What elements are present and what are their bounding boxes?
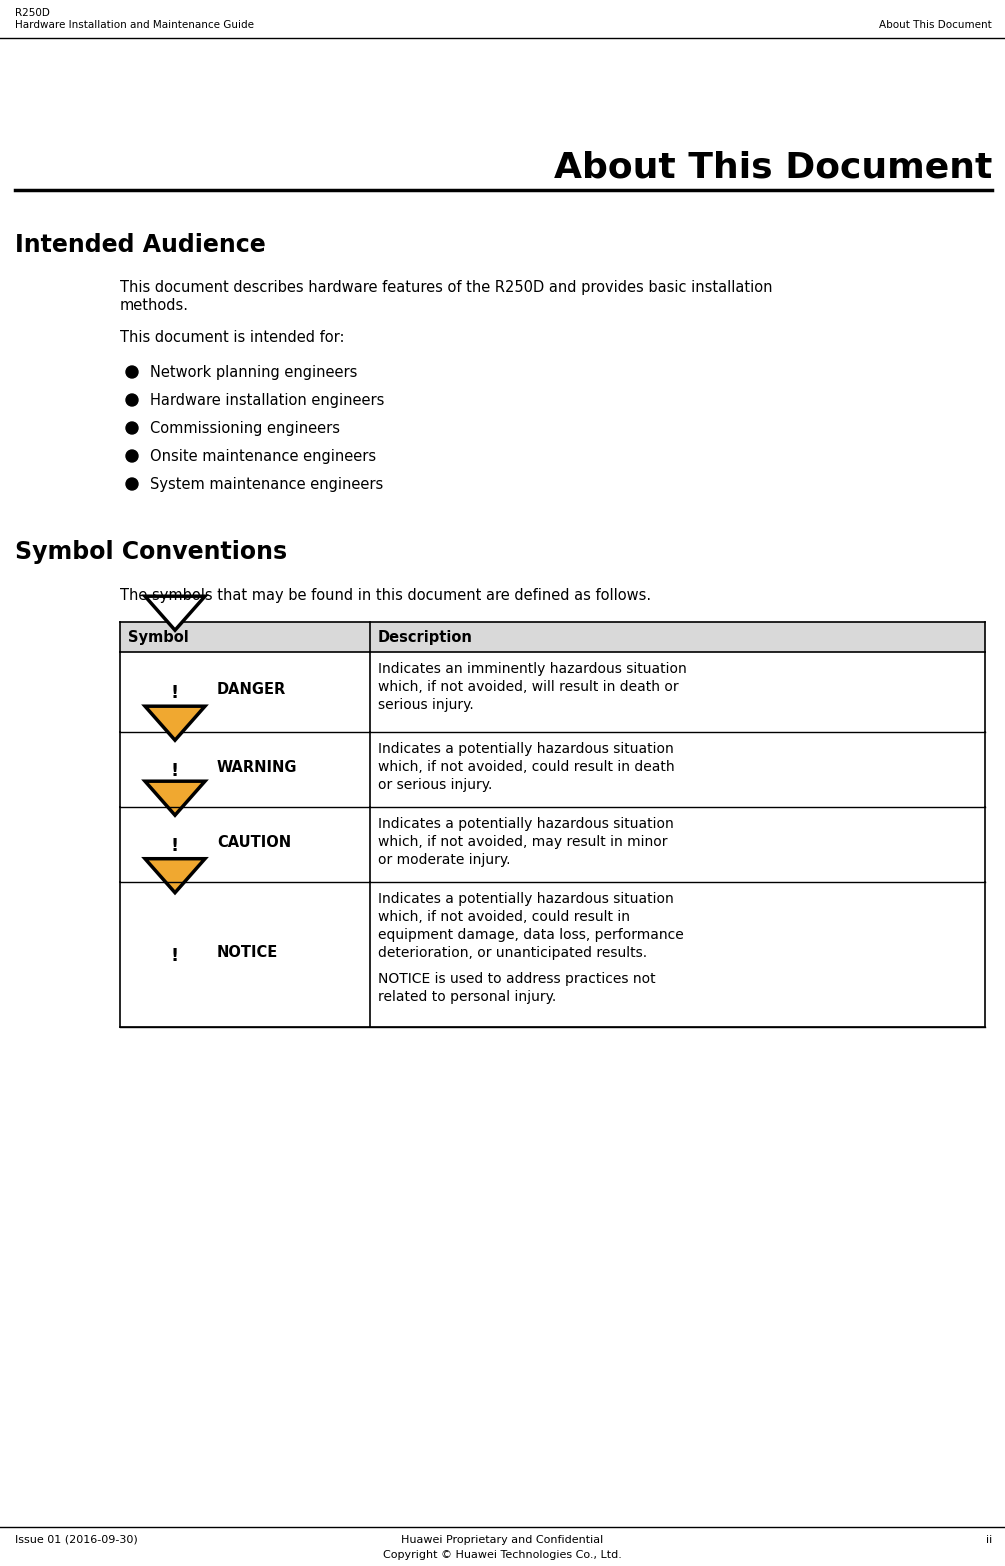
Text: serious injury.: serious injury. — [378, 698, 473, 713]
Text: NOTICE: NOTICE — [217, 944, 278, 960]
Text: Issue 01 (2016-09-30): Issue 01 (2016-09-30) — [15, 1535, 138, 1546]
Text: !: ! — [171, 836, 179, 855]
Circle shape — [126, 395, 138, 406]
Text: Hardware Installation and Maintenance Guide: Hardware Installation and Maintenance Gu… — [15, 20, 254, 30]
Text: Indicates a potentially hazardous situation: Indicates a potentially hazardous situat… — [378, 893, 673, 907]
FancyBboxPatch shape — [120, 882, 985, 1027]
Polygon shape — [145, 781, 205, 816]
Text: which, if not avoided, could result in death: which, if not avoided, could result in d… — [378, 760, 674, 774]
Text: !: ! — [171, 947, 179, 965]
FancyBboxPatch shape — [120, 731, 985, 806]
Circle shape — [126, 366, 138, 377]
Text: Copyright © Huawei Technologies Co., Ltd.: Copyright © Huawei Technologies Co., Ltd… — [383, 1550, 621, 1560]
FancyBboxPatch shape — [120, 622, 985, 651]
Text: Indicates an imminently hazardous situation: Indicates an imminently hazardous situat… — [378, 662, 686, 677]
Text: which, if not avoided, could result in: which, if not avoided, could result in — [378, 910, 630, 924]
Text: !: ! — [171, 761, 179, 780]
Text: methods.: methods. — [120, 298, 189, 313]
FancyBboxPatch shape — [120, 806, 985, 882]
Text: !: ! — [171, 684, 179, 702]
Text: R250D: R250D — [15, 8, 50, 17]
Text: Onsite maintenance engineers: Onsite maintenance engineers — [150, 449, 376, 464]
Text: which, if not avoided, will result in death or: which, if not avoided, will result in de… — [378, 680, 678, 694]
Circle shape — [126, 421, 138, 434]
Text: Description: Description — [378, 630, 473, 645]
Circle shape — [126, 478, 138, 490]
Text: equipment damage, data loss, performance: equipment damage, data loss, performance — [378, 929, 683, 943]
Polygon shape — [145, 597, 205, 630]
Text: CAUTION: CAUTION — [217, 835, 291, 850]
Text: The symbols that may be found in this document are defined as follows.: The symbols that may be found in this do… — [120, 587, 651, 603]
Text: Indicates a potentially hazardous situation: Indicates a potentially hazardous situat… — [378, 742, 673, 756]
Text: About This Document: About This Document — [879, 20, 992, 30]
Text: This document is intended for:: This document is intended for: — [120, 330, 345, 345]
Text: This document describes hardware features of the R250D and provides basic instal: This document describes hardware feature… — [120, 280, 773, 294]
Text: Intended Audience: Intended Audience — [15, 233, 265, 257]
Text: DANGER: DANGER — [217, 683, 286, 697]
Text: Symbol Conventions: Symbol Conventions — [15, 540, 287, 564]
Text: System maintenance engineers: System maintenance engineers — [150, 478, 383, 492]
Circle shape — [126, 449, 138, 462]
Text: Indicates a potentially hazardous situation: Indicates a potentially hazardous situat… — [378, 817, 673, 832]
Text: WARNING: WARNING — [217, 760, 297, 775]
Text: which, if not avoided, may result in minor: which, if not avoided, may result in min… — [378, 835, 667, 849]
FancyBboxPatch shape — [120, 651, 985, 731]
Text: Network planning engineers: Network planning engineers — [150, 365, 358, 381]
Text: ii: ii — [986, 1535, 992, 1546]
Text: Symbol: Symbol — [128, 630, 189, 645]
Text: About This Document: About This Document — [554, 150, 992, 185]
Text: deterioration, or unanticipated results.: deterioration, or unanticipated results. — [378, 946, 647, 960]
Polygon shape — [145, 858, 205, 893]
Text: related to personal injury.: related to personal injury. — [378, 990, 556, 1004]
Text: or serious injury.: or serious injury. — [378, 778, 492, 792]
Text: Commissioning engineers: Commissioning engineers — [150, 421, 340, 435]
Text: Hardware installation engineers: Hardware installation engineers — [150, 393, 384, 409]
Text: or moderate injury.: or moderate injury. — [378, 853, 511, 868]
Text: NOTICE is used to address practices not: NOTICE is used to address practices not — [378, 972, 655, 987]
Text: Huawei Proprietary and Confidential: Huawei Proprietary and Confidential — [401, 1535, 603, 1546]
Polygon shape — [145, 706, 205, 741]
